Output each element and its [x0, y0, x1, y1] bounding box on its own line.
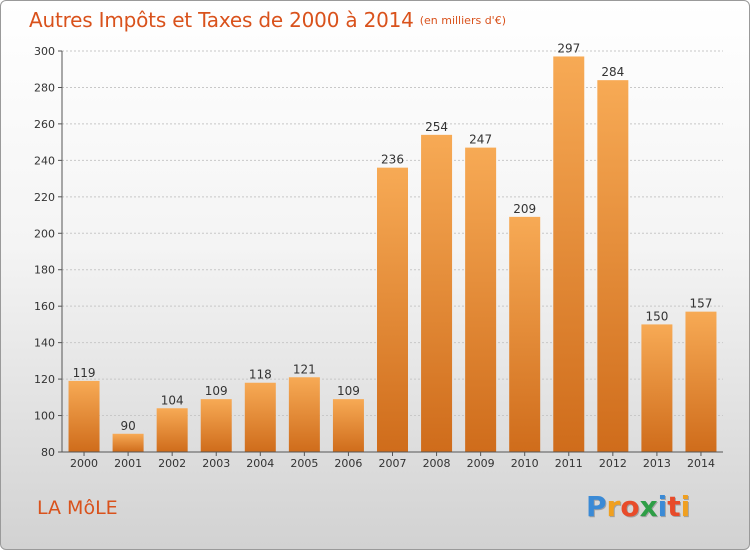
logo-letter: P — [586, 490, 607, 523]
data-label: 254 — [425, 120, 448, 134]
logo-letter: i — [680, 490, 691, 523]
data-label: 118 — [249, 368, 272, 382]
y-tick-label: 300 — [34, 45, 55, 58]
data-label: 209 — [513, 202, 536, 216]
x-tick-label: 2003 — [202, 457, 230, 470]
logo-letter: x — [639, 490, 658, 523]
x-tick-label: 2012 — [599, 457, 627, 470]
bar-2004 — [244, 382, 276, 452]
x-tick-label: 2009 — [467, 457, 495, 470]
chart-title: Autres Impôts et Taxes de 2000 à 2014 (en… — [29, 8, 506, 32]
y-tick-label: 80 — [41, 446, 55, 459]
x-tick-label: 2004 — [246, 457, 274, 470]
x-tick-label: 2014 — [687, 457, 715, 470]
bar-2000 — [68, 380, 100, 452]
data-label: 109 — [205, 384, 228, 398]
x-tick-label: 2008 — [423, 457, 451, 470]
logo-letter: r — [606, 490, 621, 523]
y-tick-label: 220 — [34, 191, 55, 204]
x-tick-label: 2000 — [70, 457, 98, 470]
y-tick-label: 180 — [34, 264, 55, 277]
data-label: 121 — [293, 362, 316, 376]
x-tick-label: 2013 — [643, 457, 671, 470]
title-text: Autres Impôts et Taxes de 2000 à 2014 — [29, 8, 414, 32]
logo-letter: o — [620, 490, 640, 523]
x-tick-label: 2005 — [290, 457, 318, 470]
bar-2014 — [685, 311, 717, 452]
bar-2006 — [332, 399, 364, 452]
data-label: 297 — [557, 41, 580, 55]
data-label: 109 — [337, 384, 360, 398]
logo-letter: i — [657, 490, 668, 523]
logo-letter: t — [667, 490, 681, 523]
x-tick-label: 2006 — [334, 457, 362, 470]
bar-2009 — [465, 147, 497, 452]
x-tick-label: 2007 — [379, 457, 407, 470]
y-tick-label: 120 — [34, 373, 55, 386]
x-tick-label: 2010 — [511, 457, 539, 470]
bar-2008 — [421, 134, 453, 452]
y-tick-label: 240 — [34, 154, 55, 167]
data-label: 119 — [73, 366, 96, 380]
bar-2007 — [377, 167, 408, 452]
data-label: 104 — [161, 393, 184, 407]
y-tick-label: 260 — [34, 118, 55, 131]
x-tick-label: 2002 — [158, 457, 186, 470]
bar-2001 — [112, 433, 144, 452]
y-tick-label: 280 — [34, 81, 55, 94]
proxiti-logo: Proxiti — [586, 490, 690, 523]
bar-2010 — [509, 216, 541, 452]
data-label: 236 — [381, 153, 404, 167]
bar-2002 — [156, 408, 188, 452]
bar-2012 — [597, 80, 629, 452]
unit-label: (en milliers d'€) — [419, 14, 506, 27]
data-label: 90 — [120, 419, 135, 433]
commune-name: LA MôLE — [37, 497, 118, 519]
x-tick-label: 2001 — [114, 457, 142, 470]
data-label: 247 — [469, 133, 492, 147]
bar-2011 — [553, 56, 585, 453]
data-label: 150 — [645, 309, 668, 323]
bar-2005 — [288, 377, 320, 452]
y-tick-label: 200 — [34, 227, 55, 240]
y-tick-label: 100 — [34, 410, 55, 423]
y-tick-label: 140 — [34, 337, 55, 350]
bar-2013 — [641, 324, 673, 452]
x-tick-label: 2011 — [555, 457, 583, 470]
y-tick-label: 160 — [34, 300, 55, 313]
data-label: 157 — [690, 297, 713, 311]
data-label: 284 — [601, 65, 624, 79]
bar-2003 — [200, 399, 232, 452]
